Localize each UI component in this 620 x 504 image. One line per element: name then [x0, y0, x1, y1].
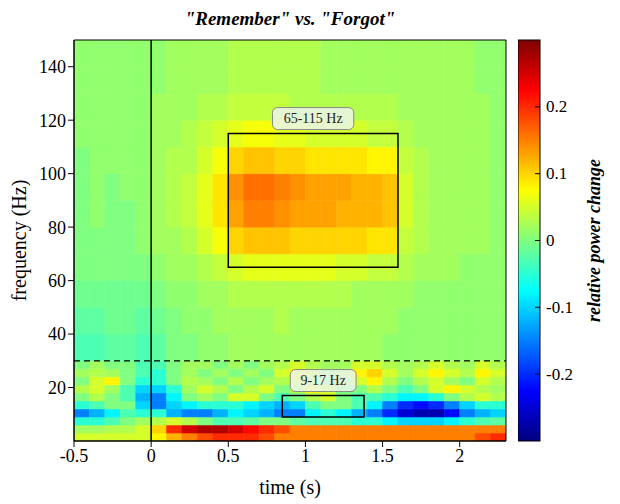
svg-text:0.2: 0.2	[546, 97, 567, 116]
svg-text:relative power change: relative power change	[584, 159, 604, 322]
svg-text:0.5: 0.5	[217, 446, 240, 466]
svg-text:0: 0	[546, 231, 555, 250]
svg-text:-0.2: -0.2	[546, 365, 573, 384]
svg-text:9-17 Hz: 9-17 Hz	[300, 373, 346, 388]
svg-text:1: 1	[301, 446, 310, 466]
svg-text:0: 0	[147, 446, 156, 466]
html-text:"Remember" vs. "Forgot": "Remember" vs. "Forgot"	[184, 8, 396, 29]
svg-text:time (s): time (s)	[259, 476, 321, 499]
svg-text:40: 40	[48, 324, 66, 344]
svg-text:100: 100	[39, 164, 66, 184]
svg-text:65-115 Hz: 65-115 Hz	[284, 111, 343, 126]
svg-text:0.1: 0.1	[546, 164, 567, 183]
svg-text:140: 140	[39, 57, 66, 77]
svg-text:20: 20	[48, 378, 66, 398]
svg-text:80: 80	[48, 218, 66, 238]
svg-text:-0.5: -0.5	[60, 446, 89, 466]
svg-text:2: 2	[455, 446, 464, 466]
svg-text:1.5: 1.5	[371, 446, 394, 466]
svg-text:120: 120	[39, 111, 66, 131]
svg-text:-0.1: -0.1	[546, 298, 573, 317]
svg-text:frequency (Hz): frequency (Hz)	[8, 180, 31, 302]
svg-text:60: 60	[48, 271, 66, 291]
